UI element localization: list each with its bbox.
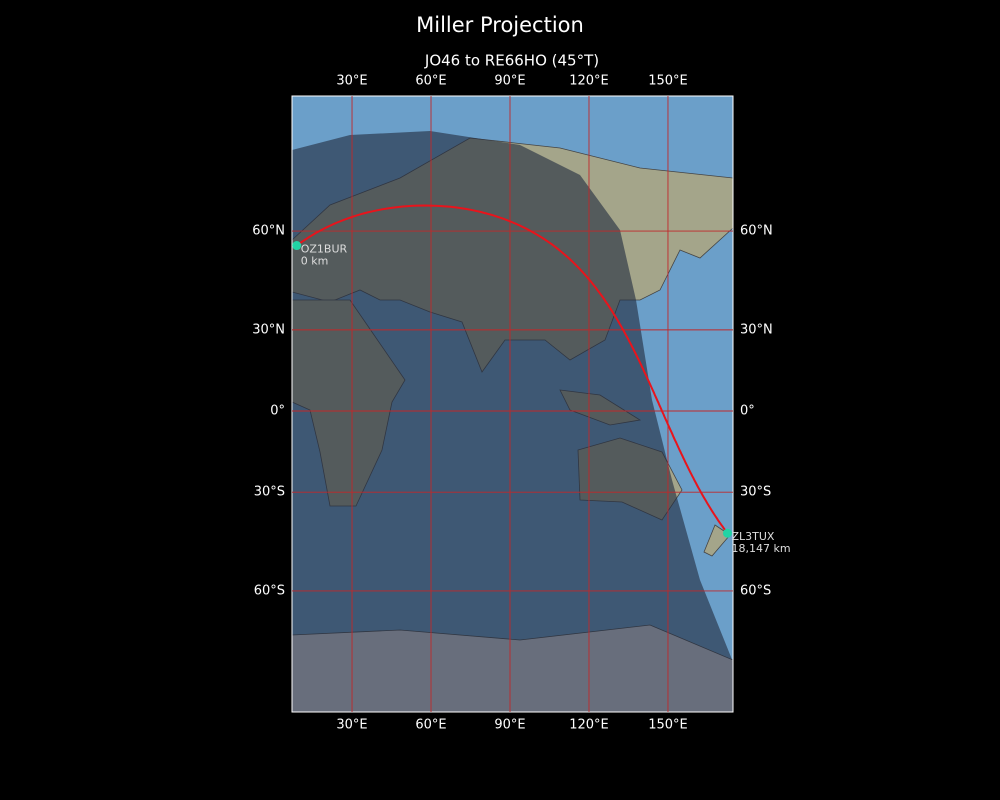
y-tick-label: 60°N (740, 224, 773, 239)
station-name: ZL3TUX (731, 530, 774, 543)
map-title: Miller Projection (416, 13, 584, 37)
y-tick-label: 30°N (252, 322, 285, 337)
station-name: OZ1BUR (301, 243, 348, 256)
x-tick-label: 60°E (415, 718, 446, 733)
x-tick-label: 30°E (336, 74, 367, 89)
y-tick-label: 60°S (740, 583, 771, 598)
x-tick-label: 30°E (336, 718, 367, 733)
y-tick-label: 60°N (252, 224, 285, 239)
map-subtitle: JO46 to RE66HO (45°T) (424, 52, 599, 70)
station-marker (292, 241, 302, 251)
y-tick-label: 30°N (740, 322, 773, 337)
y-tick-label: 30°S (740, 485, 771, 500)
x-tick-label: 150°E (648, 718, 688, 733)
night-shading (292, 131, 733, 712)
y-tick-label: 0° (740, 404, 755, 419)
station-distance: 18,147 km (731, 542, 790, 555)
x-tick-label: 60°E (415, 74, 446, 89)
x-tick-label: 150°E (648, 74, 688, 89)
y-tick-label: 30°S (254, 485, 285, 500)
great-circle-path (296, 204, 729, 534)
x-tick-label: 90°E (494, 718, 525, 733)
y-tick-label: 60°S (254, 583, 285, 598)
map-base (292, 96, 733, 712)
y-tick-label: 0° (270, 404, 285, 419)
station-marker (722, 528, 732, 538)
x-tick-label: 120°E (569, 74, 609, 89)
x-tick-label: 120°E (569, 718, 609, 733)
station-distance: 0 km (301, 255, 329, 268)
x-tick-label: 90°E (494, 74, 525, 89)
map-frame (291, 95, 734, 713)
